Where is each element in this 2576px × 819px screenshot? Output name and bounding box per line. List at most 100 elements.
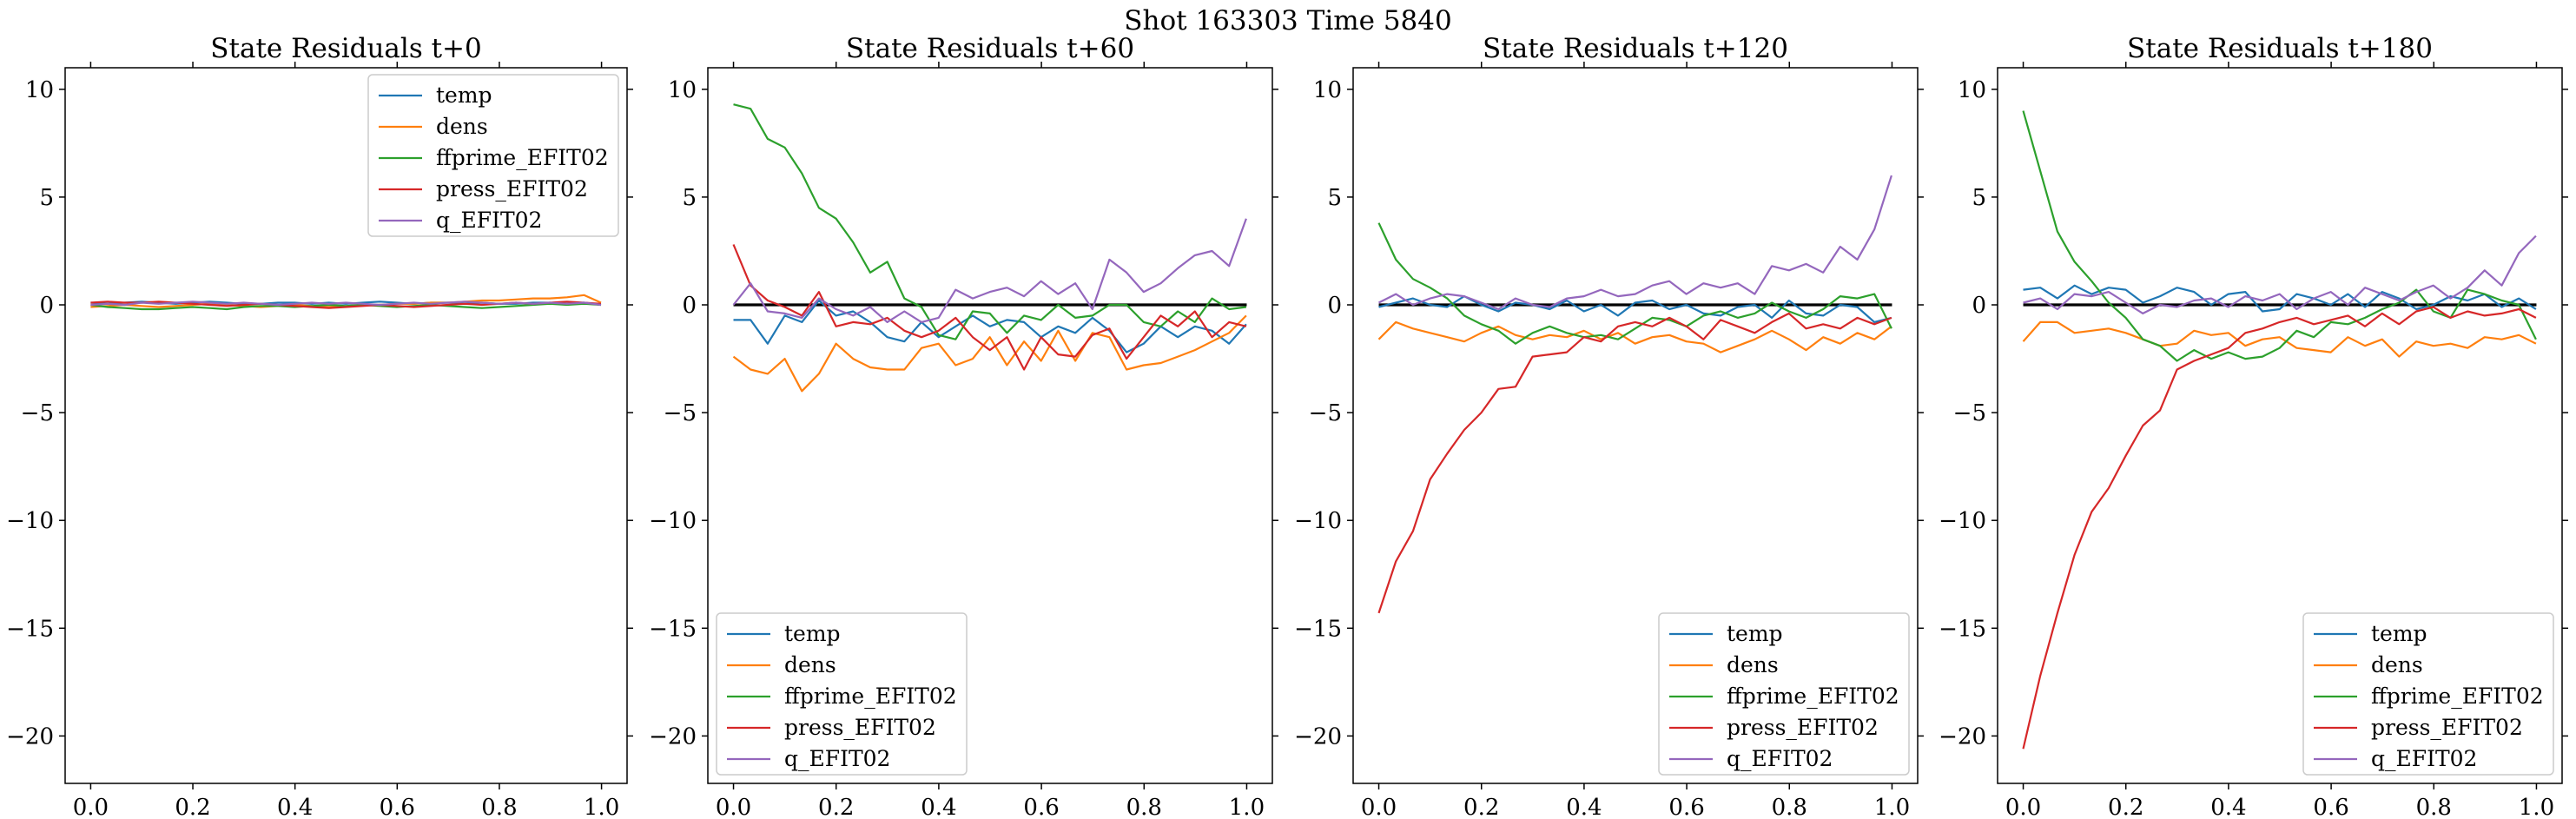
axes-frame — [1352, 67, 1919, 784]
legend-entry: ffprime_EFIT02 — [436, 145, 609, 170]
x-tick-label: 0.8 — [481, 795, 517, 819]
y-tick-label: 0 — [39, 293, 54, 319]
series-line-ffprime-efit02 — [1377, 222, 1892, 345]
series-line-press-efit02 — [732, 244, 1247, 371]
y-tick-label: −5 — [1953, 400, 1986, 426]
legend-entry: temp — [2371, 621, 2427, 646]
series-line-q-efit02 — [1378, 175, 1892, 311]
legend-entry: ffprime_EFIT02 — [1727, 684, 1899, 709]
y-tick-label: 5 — [39, 185, 54, 211]
y-tick-label: −10 — [1939, 508, 1986, 534]
axes-frame — [1997, 67, 2563, 784]
y-tick-label: −15 — [649, 616, 697, 642]
series-line-ffprime-efit02 — [2022, 110, 2537, 362]
y-tick-label: −10 — [6, 508, 54, 534]
legend-entry: q_EFIT02 — [2371, 746, 2477, 771]
x-tick-label: 0.8 — [1772, 795, 1807, 819]
x-tick-label: 1.0 — [1229, 795, 1265, 819]
legend-entry: dens — [2371, 652, 2423, 677]
legend-entry: dens — [436, 114, 488, 139]
y-tick-label: 0 — [682, 293, 697, 319]
y-tick-label: −5 — [21, 400, 54, 426]
y-tick-label: 5 — [1972, 185, 1986, 211]
y-tick-label: 5 — [682, 185, 697, 211]
x-tick-label: 0.0 — [2005, 795, 2041, 819]
series-line-q-efit02 — [732, 218, 1247, 323]
legend-entry: temp — [436, 83, 492, 108]
series-line-dens — [2022, 320, 2537, 358]
x-tick-label: 0.2 — [2108, 795, 2143, 819]
series-line-q-efit02 — [90, 301, 602, 307]
legend: temp dens ffprime_EFIT02 press_EFIT02 q_EFIT… — [367, 74, 619, 237]
series-line-temp — [1378, 295, 1892, 323]
y-tick-label: −15 — [6, 616, 54, 642]
legend-entry: dens — [784, 652, 836, 677]
x-tick-label: 0.0 — [1361, 795, 1397, 819]
legend-box — [1658, 612, 1910, 776]
x-tick-label: 0.4 — [921, 795, 956, 819]
panel-title: State Residuals t+60 — [846, 33, 1134, 64]
axes-frame — [707, 67, 1273, 784]
y-tick-label: −10 — [649, 508, 697, 534]
x-tick-label: 0.0 — [716, 795, 751, 819]
series-line-dens — [732, 314, 1247, 393]
legend-entry: press_EFIT02 — [1727, 715, 1879, 740]
legend-entry: q_EFIT02 — [1727, 746, 1833, 771]
legend-box — [716, 612, 968, 776]
y-tick-label: −20 — [6, 723, 54, 750]
legend: temp dens ffprime_EFIT02 press_EFIT02 q_EFIT… — [2302, 612, 2554, 776]
series-line-ffprime-efit02 — [733, 103, 1247, 340]
y-tick-label: 0 — [1972, 293, 1986, 319]
y-tick-label: −20 — [1939, 723, 1986, 750]
legend-entry: press_EFIT02 — [2371, 715, 2523, 740]
axes-frame — [64, 67, 628, 784]
series-line-ffprime-efit02 — [90, 302, 602, 311]
y-tick-label: −5 — [1309, 400, 1342, 426]
x-tick-label: 0.8 — [1126, 795, 1162, 819]
x-tick-label: 0.8 — [2416, 795, 2452, 819]
chart-panel-3: State Residuals t+180 10 5 0 −5 −10 −15 −20 0.0 0… — [1939, 33, 2568, 819]
legend: temp dens ffprime_EFIT02 press_EFIT02 q_EFIT… — [716, 612, 968, 776]
series-line-press-efit02 — [1377, 312, 1892, 614]
panel-title: State Residuals t+0 — [210, 33, 481, 64]
y-tick-label: 5 — [1327, 185, 1342, 211]
x-tick-label: 0.2 — [1463, 795, 1499, 819]
legend-box — [2302, 612, 2554, 776]
chart-panel-2: State Residuals t+120 10 5 0 −5 −10 −15 −20 0.0 0… — [1294, 33, 1924, 819]
series-line-temp — [90, 301, 602, 307]
y-tick-label: −20 — [649, 723, 697, 750]
legend-entry: ffprime_EFIT02 — [2371, 684, 2544, 709]
x-tick-label: 0.2 — [818, 795, 854, 819]
legend-entry: ffprime_EFIT02 — [784, 684, 957, 709]
series-line-temp — [2023, 284, 2537, 313]
legend-entry: dens — [1727, 652, 1779, 677]
legend-box — [367, 74, 619, 237]
legend: temp dens ffprime_EFIT02 press_EFIT02 q_EFIT… — [1658, 612, 1910, 776]
x-tick-label: 0.6 — [380, 795, 415, 819]
y-tick-label: 10 — [1313, 77, 1342, 103]
x-tick-label: 0.0 — [73, 795, 109, 819]
y-tick-label: 10 — [668, 77, 697, 103]
legend-entry: q_EFIT02 — [784, 746, 890, 771]
series-line-q-efit02 — [2023, 234, 2537, 314]
y-tick-label: −15 — [1294, 616, 1342, 642]
x-tick-label: 0.2 — [175, 795, 210, 819]
legend-entry: q_EFIT02 — [436, 208, 542, 233]
chart-panel-0: State Residuals t+0 10 5 0 −5 −10 −15 −20 0.0 0.2… — [6, 33, 633, 819]
x-tick-label: 0.4 — [2210, 795, 2246, 819]
x-tick-label: 0.4 — [1566, 795, 1602, 819]
chart-panel-1: State Residuals t+60 10 5 0 −5 −10 −15 −20 0.0 0.… — [649, 33, 1278, 819]
legend-entry: temp — [784, 621, 841, 646]
x-tick-label: 1.0 — [584, 795, 619, 819]
legend-entry: press_EFIT02 — [436, 176, 588, 201]
y-tick-label: 10 — [25, 77, 54, 103]
y-tick-label: −5 — [664, 400, 697, 426]
x-tick-label: 0.6 — [1668, 795, 1704, 819]
x-tick-label: 1.0 — [2519, 795, 2554, 819]
legend-entry: temp — [1727, 621, 1783, 646]
y-tick-label: −15 — [1939, 616, 1986, 642]
y-tick-label: −10 — [1294, 508, 1342, 534]
y-tick-label: 10 — [1958, 77, 1986, 103]
panel-title: State Residuals t+120 — [1483, 33, 1788, 64]
